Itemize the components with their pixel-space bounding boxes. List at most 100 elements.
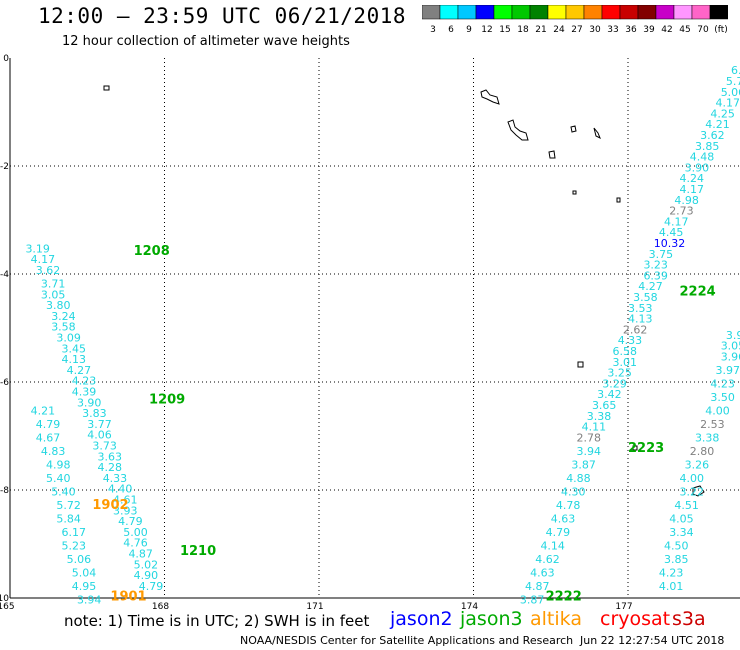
wave-height-value: 3.71 — [41, 278, 66, 291]
color-scale: 3 6 9 12 15 18 21 24 27 30 33 36 39 42 45 70 (ft) — [422, 5, 728, 35]
track-label: 2223 — [628, 441, 664, 456]
wave-height-value: 3.45 — [62, 342, 87, 355]
note-text: note: 1) Time is in UTC; 2) SWH is in fe… — [64, 612, 370, 630]
wave-height-value: 4.28 — [98, 461, 123, 474]
wave-height-value: 4.48 — [690, 151, 715, 164]
wave-height-value: 4.17 — [716, 97, 740, 110]
page-subtitle: 12 hour collection of altimeter wave hei… — [62, 34, 350, 49]
wave-height-value: 4.23 — [72, 375, 97, 388]
y-tick-label: -6 — [0, 378, 9, 388]
scale-label: 24 — [553, 25, 565, 35]
wave-height-value: 4.21 — [705, 118, 730, 131]
wave-height-value: 4.00 — [680, 472, 705, 485]
track-label: 1209 — [149, 393, 185, 408]
scale-label: 12 — [481, 25, 492, 35]
wave-height-value: 3.24 — [51, 310, 75, 323]
wave-height-value: 3.29 — [602, 377, 627, 390]
wave-height-value: 4.17 — [31, 253, 55, 266]
wave-height-value: 4.87 — [525, 580, 550, 593]
wave-height-value: 2.62 — [623, 323, 648, 336]
wave-height-value: 4.79 — [118, 515, 142, 528]
wave-height-value: 3.75 — [649, 248, 674, 261]
wave-height-value: 4.33 — [103, 472, 128, 485]
wave-height-value: 4.23 — [710, 377, 735, 390]
scale-label: 21 — [535, 25, 546, 35]
wave-height-value: 6.22 — [731, 64, 740, 77]
island-outline — [692, 485, 705, 497]
wave-height-value: 2.73 — [669, 205, 694, 218]
wave-height-value: 4.11 — [582, 421, 607, 434]
x-tick-label: 177 — [615, 602, 632, 612]
scale-label: 6 — [448, 25, 454, 35]
track-label: 1901 — [110, 590, 146, 605]
island-outline — [577, 361, 584, 368]
wave-height-value: 4.25 — [710, 107, 735, 120]
wave-height-value: 4.95 — [72, 580, 97, 593]
wave-height-value: 3.90 — [77, 396, 102, 409]
y-tick-label: -4 — [0, 270, 9, 280]
track-label: 2224 — [680, 285, 716, 300]
y-tick-label: 0 — [3, 54, 9, 64]
satellite-jason3: jason3 — [460, 608, 523, 630]
wave-height-value: 3.85 — [695, 140, 720, 153]
wave-height-value: 4.06 — [87, 429, 112, 442]
wave-height-value: 4.63 — [551, 512, 576, 525]
wave-height-value: 6.58 — [613, 345, 638, 358]
island-outline — [548, 150, 556, 159]
wave-height-value: 3.38 — [587, 410, 612, 423]
wave-height-value: 2.80 — [690, 445, 715, 458]
wave-height-value: 4.87 — [128, 548, 153, 561]
wave-height-value: 3.25 — [607, 367, 632, 380]
scale-label: 39 — [643, 25, 655, 35]
wave-height-value: 4.01 — [659, 580, 684, 593]
wave-height-value: 3.34 — [669, 526, 694, 539]
x-tick-label: 168 — [152, 602, 169, 612]
satellite-cryosat: cryosat — [600, 608, 671, 630]
track-label: 1210 — [180, 544, 216, 559]
scale-label: 18 — [517, 25, 529, 35]
wave-height-value: 3.53 — [628, 302, 653, 315]
wave-height-value: 6.39 — [643, 269, 668, 282]
wave-height-value: 4.45 — [659, 226, 684, 239]
wave-height-value: 5.78 — [726, 75, 740, 88]
wave-height-value: 4.14 — [540, 539, 565, 552]
wave-height-value: 4.24 — [680, 172, 705, 185]
wave-height-value: 3.63 — [98, 450, 123, 463]
island-outline — [616, 197, 621, 203]
wave-height-value: 3.62 — [36, 264, 61, 277]
scale-label: 15 — [499, 25, 510, 35]
scale-label: 70 — [697, 25, 709, 35]
wave-height-value: 4.67 — [36, 431, 61, 444]
wave-height-value: 4.05 — [669, 512, 694, 525]
wave-height-value: 4.76 — [123, 537, 148, 550]
wave-height-value: 3.58 — [51, 321, 75, 334]
wave-height-value: 4.51 — [674, 499, 699, 512]
wave-height-value: 3.05 — [721, 340, 740, 353]
wave-height-value: 5.02 — [134, 558, 159, 571]
scale-label: 30 — [589, 25, 601, 35]
wave-height-value: 3.87 — [520, 593, 545, 606]
satellite-jason2: jason2 — [390, 608, 453, 630]
wave-height-value: 4.00 — [705, 404, 730, 417]
scale-label: 33 — [607, 25, 618, 35]
wave-height-value: 4.50 — [664, 539, 689, 552]
wave-height-value: 3.90 — [685, 161, 710, 174]
wave-height-value: 4.33 — [618, 334, 643, 347]
wave-height-value: 3.62 — [700, 129, 725, 142]
footer-credit: NOAA/NESDIS Center for Satellite Applica… — [240, 634, 574, 647]
wave-height-value: 4.63 — [530, 566, 555, 579]
island-outline — [593, 127, 601, 140]
wave-height-value: 5.40 — [46, 472, 71, 485]
satellite-s3a: s3a — [672, 608, 706, 630]
wave-height-value: 4.17 — [664, 215, 689, 228]
scale-label: 9 — [466, 25, 472, 35]
wave-height-value: 3.97 — [716, 364, 740, 377]
page-title: 12:00 – 23:59 UTC 06/21/2018 — [38, 4, 407, 28]
wave-height-value: 3.01 — [613, 356, 638, 369]
wave-height-value: 3.22 — [680, 485, 705, 498]
y-tick-label: -10 — [0, 594, 9, 604]
wave-height-value: 3.65 — [592, 399, 617, 412]
wave-height-value: 5.06 — [721, 86, 740, 99]
wave-height-value: 3.83 — [82, 407, 107, 420]
scale-label: (ft) — [714, 25, 728, 35]
